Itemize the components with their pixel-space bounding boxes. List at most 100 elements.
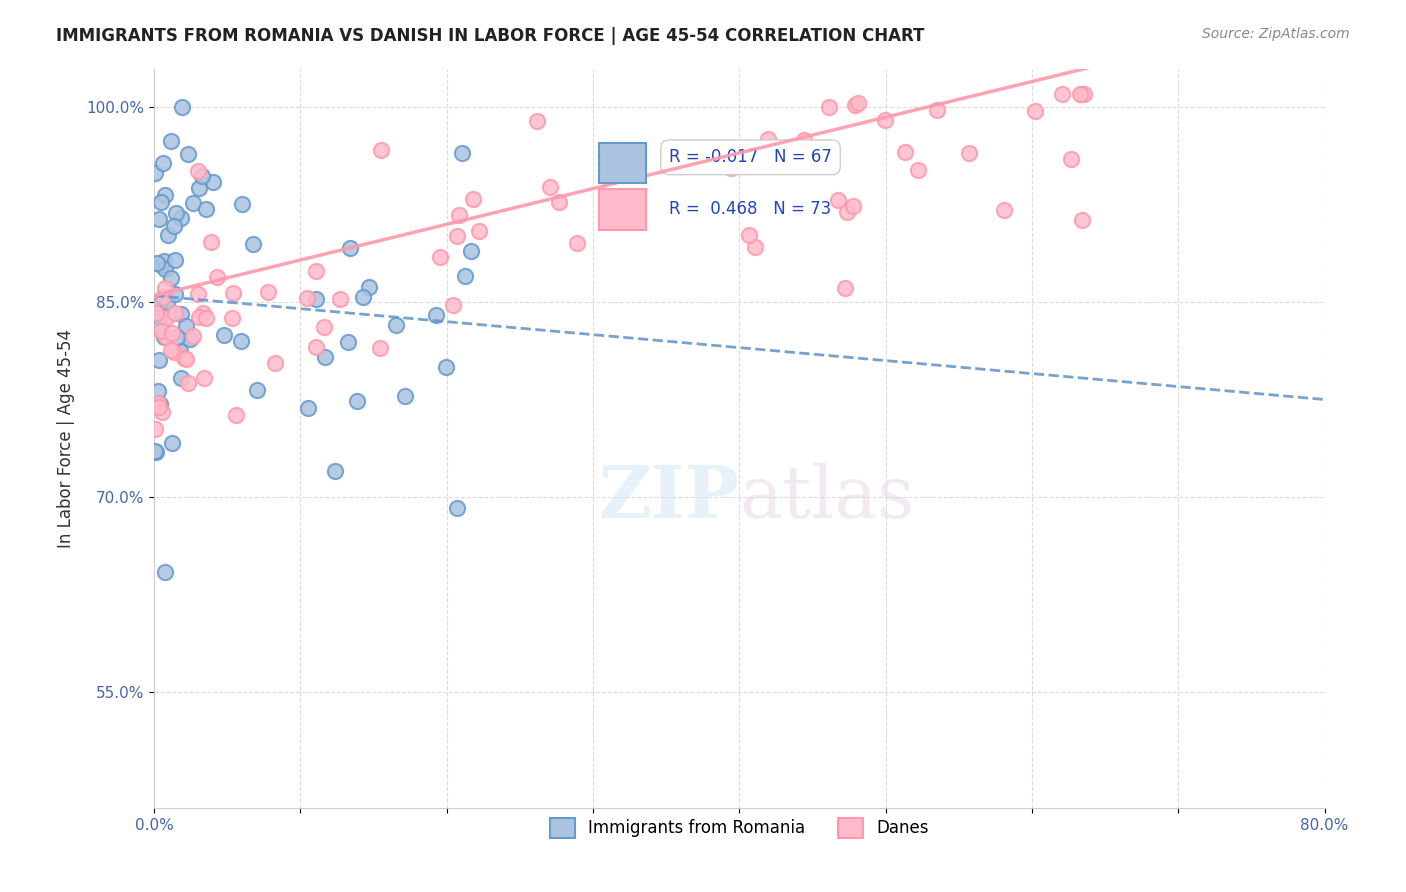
Point xyxy=(148,384,170,399)
Point xyxy=(145,310,167,325)
Point xyxy=(149,324,172,338)
Point xyxy=(744,239,766,253)
Point xyxy=(454,269,477,284)
Point xyxy=(526,113,548,128)
Point xyxy=(201,175,224,189)
Point xyxy=(153,187,176,202)
Point xyxy=(548,195,571,210)
Point xyxy=(163,219,186,233)
Point xyxy=(468,224,491,238)
Point xyxy=(305,340,328,354)
Point xyxy=(149,296,172,310)
Point xyxy=(1024,104,1046,119)
Point xyxy=(155,330,177,344)
Text: atlas: atlas xyxy=(740,462,915,533)
Point xyxy=(159,134,181,148)
Point xyxy=(152,290,174,304)
Point xyxy=(370,143,392,157)
Point xyxy=(993,203,1015,218)
Point xyxy=(446,501,468,516)
Point xyxy=(352,290,374,304)
Point xyxy=(179,332,201,346)
Point xyxy=(177,146,200,161)
Point xyxy=(245,383,267,397)
Point xyxy=(818,100,841,114)
Point xyxy=(150,258,173,272)
Point xyxy=(148,211,170,226)
Point xyxy=(181,196,204,211)
Point xyxy=(205,270,228,285)
Point xyxy=(1070,87,1092,102)
Point xyxy=(893,145,915,159)
Point xyxy=(160,436,183,450)
Point xyxy=(176,376,198,390)
Point xyxy=(165,206,187,220)
Point xyxy=(146,256,169,270)
Point xyxy=(221,311,243,326)
Point xyxy=(166,330,188,344)
Point xyxy=(194,311,217,326)
Point xyxy=(174,319,197,334)
Point xyxy=(181,328,204,343)
Point xyxy=(323,464,346,478)
Point xyxy=(927,103,949,117)
Point xyxy=(384,318,406,332)
Point xyxy=(193,371,215,385)
Point xyxy=(264,356,287,370)
Text: R = -0.017   N = 67: R = -0.017 N = 67 xyxy=(669,148,832,166)
Point xyxy=(834,281,856,295)
Y-axis label: In Labor Force | Age 45-54: In Labor Force | Age 45-54 xyxy=(58,329,75,548)
Point xyxy=(957,145,980,160)
Point xyxy=(451,145,474,160)
Point xyxy=(841,199,863,213)
Point xyxy=(153,565,176,579)
Point xyxy=(827,193,849,207)
Point xyxy=(149,194,172,209)
Point xyxy=(1050,87,1073,102)
Point xyxy=(174,352,197,367)
Point xyxy=(846,95,869,110)
Point xyxy=(229,334,252,348)
Point xyxy=(169,344,191,359)
Point xyxy=(738,228,761,243)
FancyBboxPatch shape xyxy=(599,143,645,183)
Point xyxy=(314,350,336,364)
Point xyxy=(160,343,183,357)
Point xyxy=(756,132,779,146)
Point xyxy=(148,353,170,368)
Point xyxy=(156,295,179,310)
Point xyxy=(160,270,183,285)
Point xyxy=(145,444,167,458)
Point xyxy=(222,286,245,301)
Point xyxy=(145,166,167,180)
Point xyxy=(565,235,588,250)
Point xyxy=(187,164,209,178)
Point xyxy=(297,401,319,416)
Point xyxy=(191,169,214,183)
Point xyxy=(337,335,360,350)
Point xyxy=(173,351,195,366)
Point xyxy=(195,202,218,217)
Point xyxy=(188,181,211,195)
Text: Source: ZipAtlas.com: Source: ZipAtlas.com xyxy=(1202,27,1350,41)
Point xyxy=(146,321,169,335)
Point xyxy=(163,344,186,359)
Point xyxy=(170,307,193,321)
Point xyxy=(188,310,211,325)
Point xyxy=(165,252,187,267)
Point xyxy=(170,100,193,114)
Point xyxy=(149,396,172,410)
Point xyxy=(225,408,247,422)
Point xyxy=(145,445,167,459)
Point xyxy=(148,400,170,414)
Point xyxy=(793,132,815,146)
Point xyxy=(1070,212,1092,227)
Point xyxy=(305,292,328,306)
Point xyxy=(187,286,209,301)
Point xyxy=(1073,87,1095,102)
Point xyxy=(256,285,278,299)
Text: IMMIGRANTS FROM ROMANIA VS DANISH IN LABOR FORCE | AGE 45-54 CORRELATION CHART: IMMIGRANTS FROM ROMANIA VS DANISH IN LAB… xyxy=(56,27,925,45)
Point xyxy=(329,293,352,307)
Point xyxy=(191,306,214,320)
Point xyxy=(153,253,176,268)
